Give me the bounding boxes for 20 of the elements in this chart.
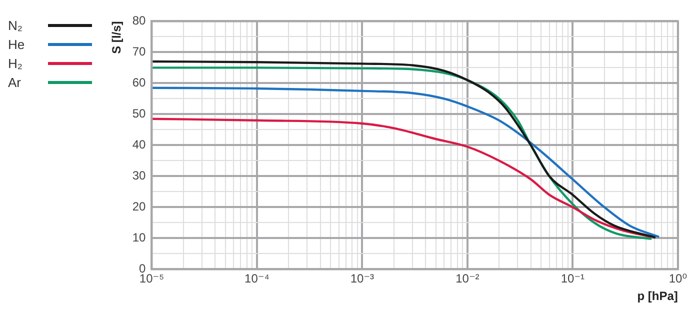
y-tick-label: 20 (132, 200, 146, 214)
legend-label: H₂ (8, 56, 24, 71)
legend-label: He (8, 37, 26, 52)
y-tick-label: 40 (132, 138, 146, 152)
legend-label: Ar (8, 75, 22, 90)
y-tick-label: 80 (132, 14, 146, 28)
y-axis-title: S [l/s] (110, 21, 124, 54)
y-tick-label: 30 (132, 168, 146, 183)
x-tick-label: 10⁰ (668, 272, 688, 286)
y-tick-label: 50 (132, 106, 146, 121)
legend-label: N₂ (8, 18, 24, 33)
x-tick-label: 10⁻³ (350, 272, 374, 286)
x-tick-label: 10⁻¹ (560, 272, 585, 286)
y-tick-label: 10 (132, 230, 146, 245)
y-tick-label: 60 (132, 76, 146, 90)
x-tick-label: 10⁻⁴ (244, 272, 270, 286)
x-tick-label: 10⁻² (456, 272, 480, 286)
x-axis-title: p [hPa] (637, 289, 678, 304)
y-tick-label: 70 (132, 44, 146, 59)
x-tick-label: 10⁻⁵ (139, 272, 164, 286)
